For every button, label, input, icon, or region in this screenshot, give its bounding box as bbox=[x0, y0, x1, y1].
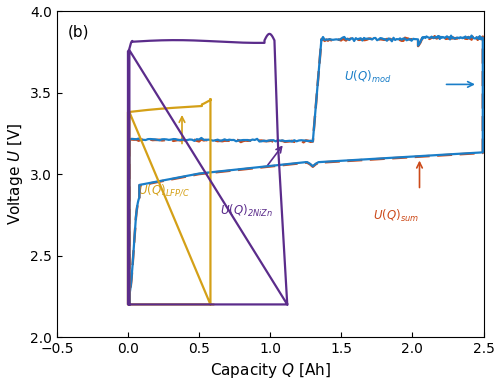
Text: $U(Q)_{\mathregular{mod}}$: $U(Q)_{\mathregular{mod}}$ bbox=[344, 69, 392, 85]
Text: $U(Q)_{\mathregular{LFP/C}}$: $U(Q)_{\mathregular{LFP/C}}$ bbox=[138, 183, 190, 198]
Text: $U(Q)_{\mathregular{2NiZn}}$: $U(Q)_{\mathregular{2NiZn}}$ bbox=[220, 203, 274, 219]
Text: $U(Q)_{\mathregular{sum}}$: $U(Q)_{\mathregular{sum}}$ bbox=[372, 208, 418, 224]
Y-axis label: Voltage $U$ [V]: Voltage $U$ [V] bbox=[6, 123, 25, 225]
Text: (b): (b) bbox=[68, 24, 90, 39]
X-axis label: Capacity $Q$ [Ah]: Capacity $Q$ [Ah] bbox=[210, 361, 330, 381]
